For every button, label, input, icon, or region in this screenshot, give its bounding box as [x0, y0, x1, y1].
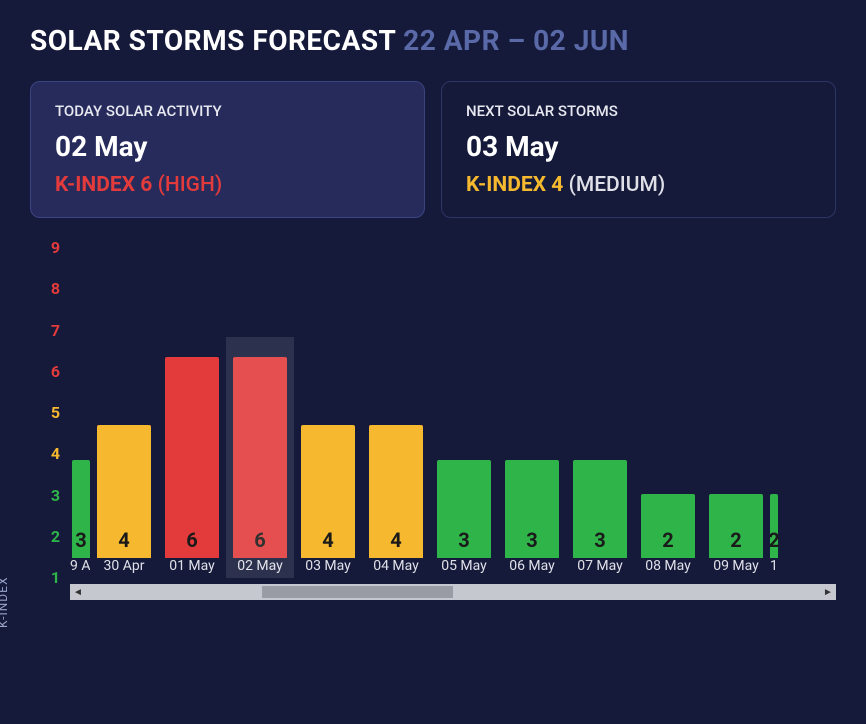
next-k-value: 4	[551, 173, 563, 197]
bar-column[interactable]: 2	[770, 494, 780, 558]
next-k-level: (MEDIUM)	[569, 173, 666, 197]
bar: 3	[72, 460, 90, 558]
bar: 4	[301, 425, 355, 558]
bar-column[interactable]: 6	[158, 357, 226, 559]
today-k-level: (HIGH)	[158, 173, 223, 197]
bar: 6	[165, 357, 219, 559]
page-title: SOLAR STORMS FORECAST 22 APR – 02 JUN	[30, 24, 836, 57]
plot-area: 346644333222 9 Apr30 Apr01 May02 May03 M…	[70, 248, 836, 638]
bar-column[interactable]: 2	[702, 494, 770, 558]
today-card: TODAY SOLAR ACTIVITY 02 May K-INDEX 6 (H…	[30, 81, 425, 218]
x-tick-label: 1	[770, 558, 780, 578]
bar-column[interactable]: 6	[226, 357, 294, 559]
bar: 2	[709, 494, 763, 558]
next-card: NEXT SOLAR STORMS 03 May K-INDEX 4 (MEDI…	[441, 81, 836, 218]
bar-column[interactable]: 4	[90, 425, 158, 558]
y-axis-label: K-INDEX	[0, 576, 10, 628]
today-card-date: 02 May	[55, 130, 400, 163]
kindex-chart: K-INDEX 987654321 346644333222 9 Apr30 A…	[30, 248, 836, 638]
bar: 3	[573, 460, 627, 558]
bar-column[interactable]: 2	[634, 494, 702, 558]
x-tick-label: 30 Apr	[90, 558, 158, 578]
scroll-right-icon[interactable]: ►	[820, 587, 836, 598]
x-tick-label: 04 May	[362, 558, 430, 578]
scroll-left-icon[interactable]: ◄	[70, 587, 86, 598]
chart-scrollbar[interactable]: ◄ ►	[70, 584, 836, 600]
bar-column[interactable]: 4	[362, 425, 430, 558]
y-axis: 987654321	[30, 248, 70, 578]
bar: 2	[770, 494, 778, 558]
today-k-value: 6	[140, 173, 152, 197]
title-date-range: 22 APR – 02 JUN	[403, 24, 629, 57]
bar: 2	[641, 494, 695, 558]
bar: 3	[505, 460, 559, 558]
today-card-kindex: K-INDEX 6 (HIGH)	[55, 173, 400, 197]
bar-column[interactable]: 3	[70, 460, 90, 558]
next-card-label: NEXT SOLAR STORMS	[466, 102, 811, 120]
x-tick-label: 9 Apr	[70, 558, 90, 578]
x-tick-label: 02 May	[226, 558, 294, 578]
x-tick-label: 03 May	[294, 558, 362, 578]
bar: 6	[233, 357, 287, 559]
bar: 3	[437, 460, 491, 558]
x-tick-label: 09 May	[702, 558, 770, 578]
bar-column[interactable]: 3	[430, 460, 498, 558]
today-card-label: TODAY SOLAR ACTIVITY	[55, 102, 400, 120]
x-tick-label: 01 May	[158, 558, 226, 578]
summary-cards: TODAY SOLAR ACTIVITY 02 May K-INDEX 6 (H…	[30, 81, 836, 218]
next-card-kindex: K-INDEX 4 (MEDIUM)	[466, 173, 811, 197]
scrollbar-thumb[interactable]	[262, 586, 454, 598]
bar-column[interactable]: 3	[566, 460, 634, 558]
bars-row: 346644333222	[70, 248, 836, 558]
bar: 4	[97, 425, 151, 558]
x-tick-label: 06 May	[498, 558, 566, 578]
bar-column[interactable]: 3	[498, 460, 566, 558]
x-axis: 9 Apr30 Apr01 May02 May03 May04 May05 Ma…	[70, 558, 836, 578]
title-prefix: SOLAR STORMS FORECAST	[30, 24, 396, 57]
bar-column[interactable]: 4	[294, 425, 362, 558]
next-card-date: 03 May	[466, 130, 811, 163]
bar: 4	[369, 425, 423, 558]
x-tick-label: 08 May	[634, 558, 702, 578]
today-k-prefix: K-INDEX	[55, 173, 135, 197]
x-tick-label: 07 May	[566, 558, 634, 578]
next-k-prefix: K-INDEX	[466, 173, 546, 197]
x-tick-label: 05 May	[430, 558, 498, 578]
bars-viewport[interactable]: 346644333222 9 Apr30 Apr01 May02 May03 M…	[70, 248, 836, 578]
